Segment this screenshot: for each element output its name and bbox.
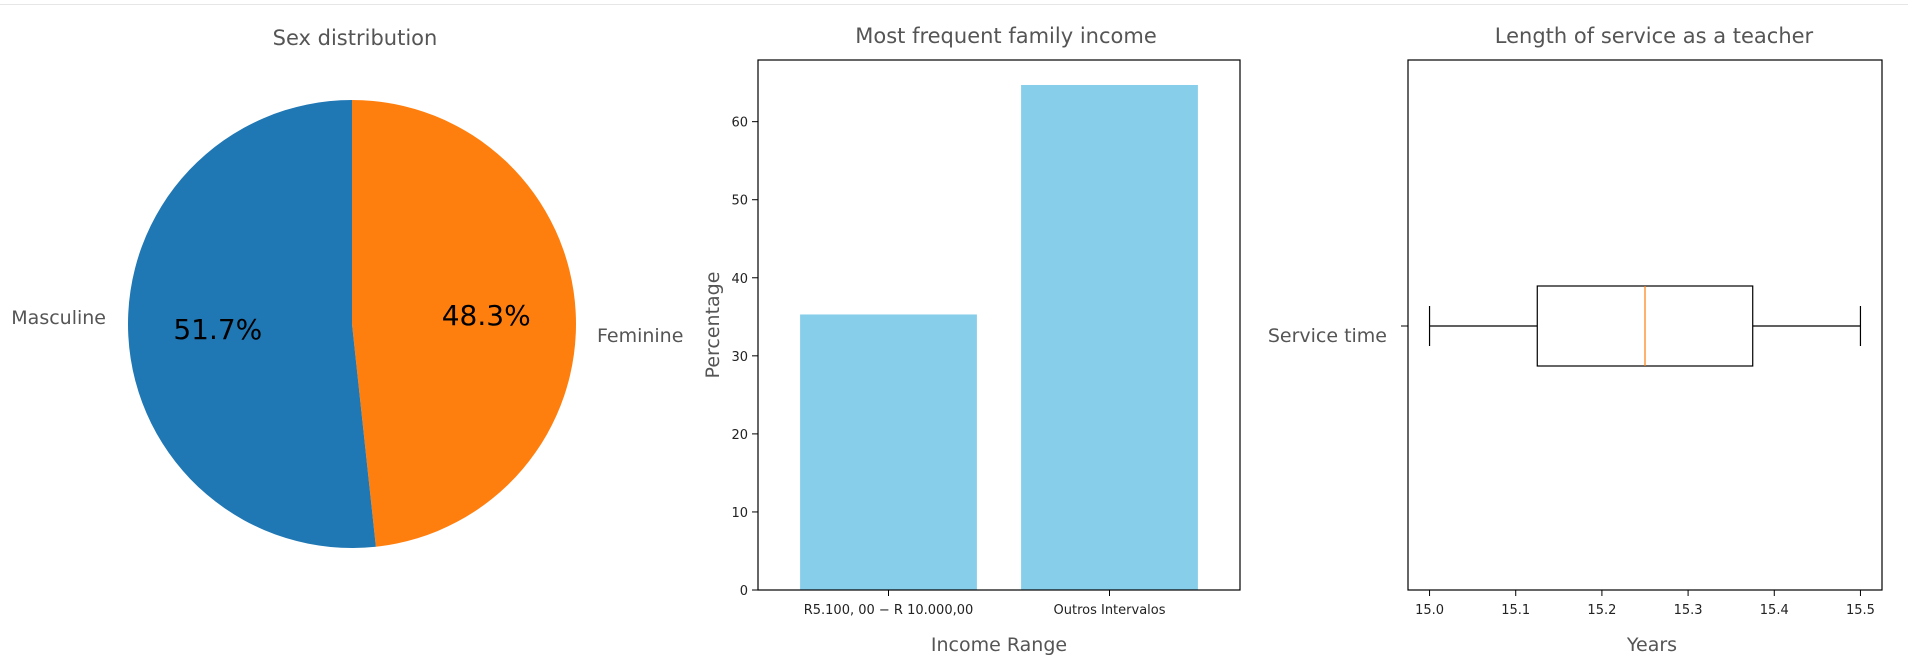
bar-ylabel: Percentage	[702, 272, 724, 379]
bar-chart: Most frequent family income 0 10 20 30 40 50 6…	[702, 24, 1241, 656]
bar-y-tick-label-2: 20	[731, 428, 748, 443]
box-xlabel: Years	[1626, 634, 1677, 656]
bar-y-tick-label-3: 30	[731, 350, 748, 365]
box-plot: Length of service as a teacher 15.0 15.1 1…	[1268, 24, 1883, 656]
pie-slice-feminine	[352, 100, 577, 547]
bar-y-axis: 0 10 20 30 40 50 60	[731, 116, 758, 599]
bar-y-tick-label-1: 10	[731, 506, 748, 521]
pie-slice-masculine	[128, 100, 376, 548]
bar-series	[800, 84, 1198, 590]
box-x-tick-label-5: 15.5	[1846, 603, 1875, 618]
box-x-axis: 15.0 15.1 15.2 15.3 15.4 15.5	[1415, 590, 1875, 618]
top-divider	[0, 4, 1908, 5]
bar-xlabel: Income Range	[931, 634, 1067, 656]
bar-x-axis: R5.100, 00 − R 10.000,00 Outros Intervalo…	[804, 590, 1166, 618]
pie-chart: Sex distribution 51.7% 48.3% Masculine F…	[11, 26, 683, 548]
box-axes-frame	[1407, 59, 1883, 591]
pie-label-masculine: Masculine	[11, 307, 106, 329]
box-x-tick-label-4: 15.4	[1760, 603, 1789, 618]
box-x-tick-label-2: 15.2	[1587, 603, 1616, 618]
bar-x-tick-label-2: Outros Intervalos	[1054, 603, 1166, 618]
bar-axes-frame	[757, 59, 1241, 591]
bar-2	[1021, 84, 1198, 590]
pie-label-feminine: Feminine	[597, 325, 683, 347]
box-title: Length of service as a teacher	[1495, 24, 1814, 48]
bar-x-tick-label-1: R5.100, 00 − R 10.000,00	[804, 603, 974, 618]
bar-y-tick-label-4: 40	[731, 272, 748, 287]
box-x-tick-label-1: 15.1	[1501, 603, 1530, 618]
bar-title: Most frequent family income	[855, 24, 1157, 48]
pie-pct-feminine: 48.3%	[442, 299, 531, 332]
box-category-label: Service time	[1268, 325, 1387, 347]
pie-title: Sex distribution	[273, 26, 438, 50]
box-x-tick-label-3: 15.3	[1674, 603, 1703, 618]
bar-y-tick-label-5: 50	[731, 194, 748, 209]
pie-pct-masculine: 51.7%	[173, 313, 262, 346]
bar-y-tick-label-0: 0	[740, 584, 748, 599]
box-elements	[1428, 285, 1862, 367]
box-x-tick-label-0: 15.0	[1415, 603, 1444, 618]
bar-1	[800, 314, 977, 590]
bar-y-tick-label-6: 60	[731, 116, 748, 131]
